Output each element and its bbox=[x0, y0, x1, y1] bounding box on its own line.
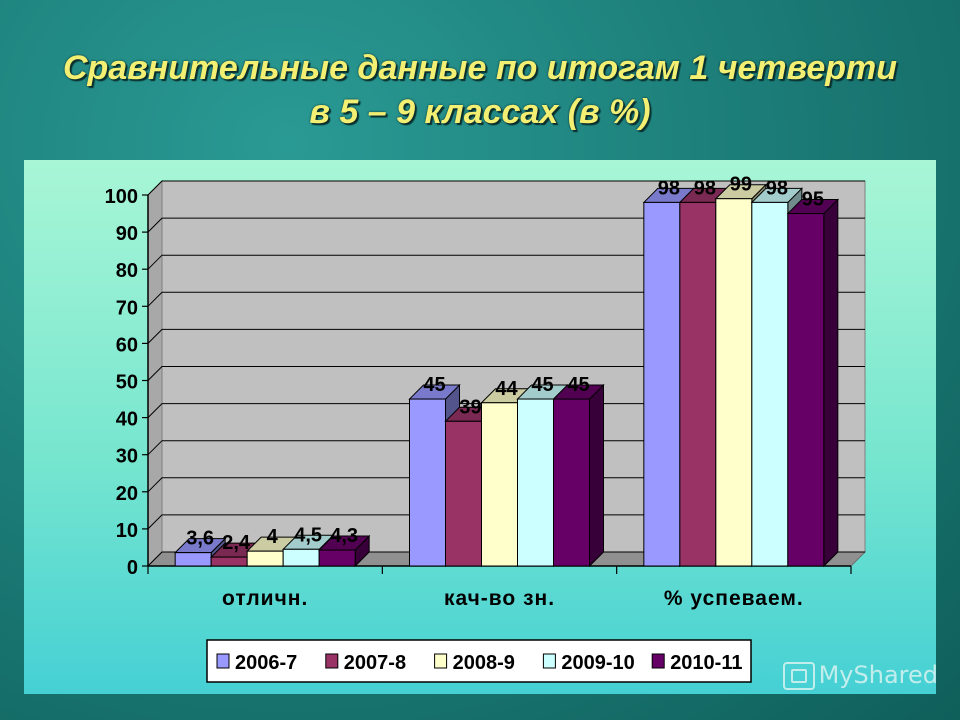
y-tick-label: 70 bbox=[116, 297, 138, 319]
bar-side bbox=[823, 198, 839, 568]
bar-2009-10-0 bbox=[282, 548, 320, 567]
data-label: 98 bbox=[766, 177, 788, 199]
myshared-logo-icon bbox=[782, 662, 815, 690]
bar-2010-11-2 bbox=[787, 213, 825, 567]
gridline bbox=[147, 514, 865, 530]
gridline bbox=[147, 254, 865, 270]
bar-2008-9-0 bbox=[246, 550, 284, 567]
watermark: MyShared bbox=[782, 661, 938, 690]
data-label: 99 bbox=[730, 174, 752, 196]
bar-2010-11-0 bbox=[318, 549, 356, 567]
gridline bbox=[147, 180, 865, 196]
gridline bbox=[147, 551, 865, 567]
data-label: 98 bbox=[694, 177, 716, 199]
y-tick-label: 80 bbox=[116, 260, 138, 282]
y-tick-label: 20 bbox=[116, 483, 138, 505]
bar-2009-10-2 bbox=[751, 201, 789, 567]
bar-2008-9-2 bbox=[715, 198, 753, 567]
bar-2006-7-1 bbox=[409, 398, 446, 567]
bar-2008-9-1 bbox=[481, 402, 518, 567]
data-label: 45 bbox=[531, 374, 553, 396]
chart-title-line1: Сравнительные данные по итогам 1 четверт… bbox=[62, 49, 898, 87]
chart-title: Сравнительные данные по итогам 1 четверт… bbox=[0, 46, 960, 134]
data-label: 95 bbox=[802, 189, 824, 211]
legend-swatch bbox=[216, 653, 230, 669]
bar-2009-10-1 bbox=[517, 398, 554, 567]
y-tick-label: 30 bbox=[116, 446, 138, 468]
data-label: 4,3 bbox=[330, 525, 358, 547]
y-tick-label: 50 bbox=[116, 372, 138, 394]
legend-label: 2008-9 bbox=[453, 652, 515, 674]
gridline bbox=[147, 328, 865, 344]
data-label: 45 bbox=[423, 374, 445, 396]
data-label: 39 bbox=[459, 396, 481, 418]
y-tick-label: 40 bbox=[116, 409, 138, 431]
bar-2006-7-2 bbox=[643, 201, 681, 567]
category-label: отличн. bbox=[222, 587, 308, 610]
y-tick-label: 60 bbox=[116, 334, 138, 356]
data-label: 4,5 bbox=[294, 524, 322, 546]
category-label: кач-во зн. bbox=[444, 587, 555, 610]
bar-2006-7-0 bbox=[174, 552, 212, 567]
y-tick-label: 10 bbox=[116, 520, 138, 542]
bar-2007-8-1 bbox=[445, 420, 482, 567]
gridline bbox=[147, 291, 865, 307]
data-label: 3,6 bbox=[186, 528, 214, 550]
gridline bbox=[147, 217, 865, 233]
chart-title-line2: в 5 – 9 классах (в %) bbox=[309, 93, 651, 131]
bar-2010-11-1 bbox=[553, 398, 590, 567]
legend-label: 2009-10 bbox=[561, 652, 634, 674]
legend-label: 2010-11 bbox=[670, 652, 742, 674]
gridline bbox=[147, 440, 865, 456]
data-label: 4 bbox=[267, 526, 279, 548]
category-label: % успеваем. bbox=[664, 587, 804, 610]
data-label: 2,4 bbox=[222, 532, 251, 554]
bar-2007-8-0 bbox=[210, 556, 248, 567]
legend-label: 2006-7 bbox=[235, 652, 297, 674]
legend-swatch bbox=[542, 653, 556, 669]
y-tick-label: 100 bbox=[105, 186, 138, 208]
legend-swatch bbox=[325, 653, 339, 669]
watermark-text: MyShared bbox=[818, 661, 938, 689]
data-label: 45 bbox=[567, 374, 589, 396]
y-tick-label: 0 bbox=[127, 557, 138, 579]
legend-swatch bbox=[434, 653, 448, 669]
legend-label: 2007-8 bbox=[344, 652, 406, 674]
bar-2007-8-2 bbox=[679, 201, 717, 567]
bar-side bbox=[589, 383, 604, 568]
data-label: 98 bbox=[658, 177, 680, 199]
y-tick-label: 90 bbox=[116, 223, 138, 245]
data-label: 44 bbox=[495, 378, 518, 400]
gridline bbox=[147, 477, 865, 493]
legend-swatch bbox=[651, 653, 665, 669]
gridline bbox=[147, 366, 865, 381]
gridline bbox=[147, 403, 865, 418]
